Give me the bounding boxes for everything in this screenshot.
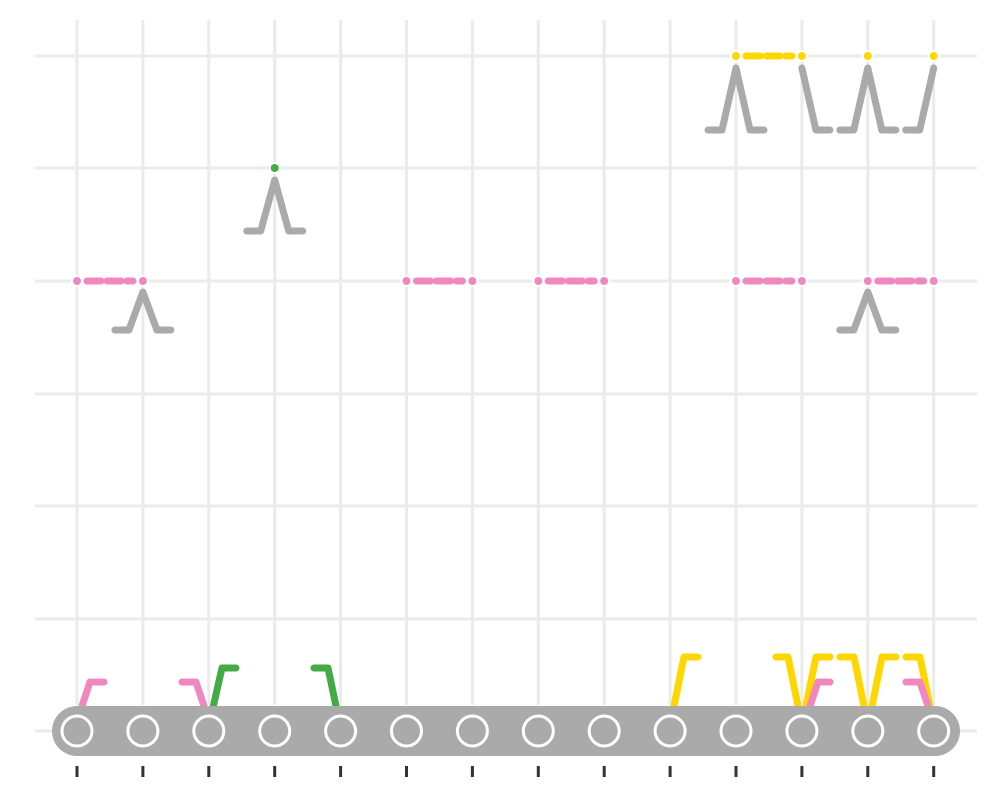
roller xyxy=(390,714,423,748)
dot xyxy=(71,275,83,287)
roller xyxy=(521,714,555,748)
dot xyxy=(400,275,413,287)
figure xyxy=(798,64,834,134)
dot xyxy=(861,275,874,287)
hook xyxy=(902,653,934,710)
dot xyxy=(532,275,545,287)
roller xyxy=(587,714,621,748)
hook xyxy=(78,678,108,710)
roller xyxy=(455,714,489,748)
dot xyxy=(861,50,874,62)
hook xyxy=(868,653,900,710)
dot xyxy=(136,275,149,287)
figure xyxy=(243,176,307,235)
dot xyxy=(795,275,808,287)
roller xyxy=(653,714,687,748)
roller xyxy=(785,714,819,748)
hook xyxy=(772,653,802,710)
hook xyxy=(836,653,868,710)
hook xyxy=(902,678,932,710)
roller xyxy=(60,714,94,748)
figure xyxy=(836,288,900,334)
figure xyxy=(836,64,900,134)
roller xyxy=(917,714,951,748)
roller xyxy=(851,714,885,748)
dot xyxy=(795,50,808,62)
roller xyxy=(719,714,753,748)
dot xyxy=(730,50,742,62)
figure xyxy=(902,64,938,134)
roller xyxy=(126,714,160,748)
figure xyxy=(111,288,175,334)
roller xyxy=(258,714,292,748)
dot xyxy=(466,275,479,287)
dot xyxy=(598,275,611,287)
hook xyxy=(802,653,834,710)
figure xyxy=(704,64,768,134)
dot xyxy=(927,50,940,62)
hook xyxy=(208,664,240,716)
hook xyxy=(310,664,340,710)
hook xyxy=(806,678,834,710)
dot xyxy=(268,162,281,174)
conveyor-belt xyxy=(52,706,960,756)
dot xyxy=(927,275,940,287)
hook xyxy=(670,653,702,710)
roller xyxy=(192,714,226,748)
hook xyxy=(178,678,208,710)
dot xyxy=(730,275,742,287)
roller xyxy=(324,714,358,748)
